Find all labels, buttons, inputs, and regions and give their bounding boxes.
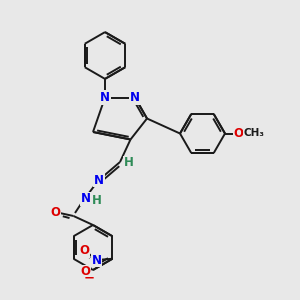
- Text: O: O: [79, 244, 89, 257]
- Text: N: N: [92, 254, 102, 267]
- Text: N: N: [80, 192, 91, 205]
- Text: −: −: [83, 271, 94, 284]
- Text: N: N: [94, 173, 104, 187]
- Text: N: N: [100, 91, 110, 104]
- Text: O: O: [233, 127, 244, 140]
- Text: CH₃: CH₃: [244, 128, 265, 139]
- Text: H: H: [92, 194, 102, 207]
- Text: N: N: [130, 91, 140, 104]
- Text: H: H: [124, 156, 134, 169]
- Text: O: O: [50, 206, 61, 220]
- Text: O: O: [80, 265, 91, 278]
